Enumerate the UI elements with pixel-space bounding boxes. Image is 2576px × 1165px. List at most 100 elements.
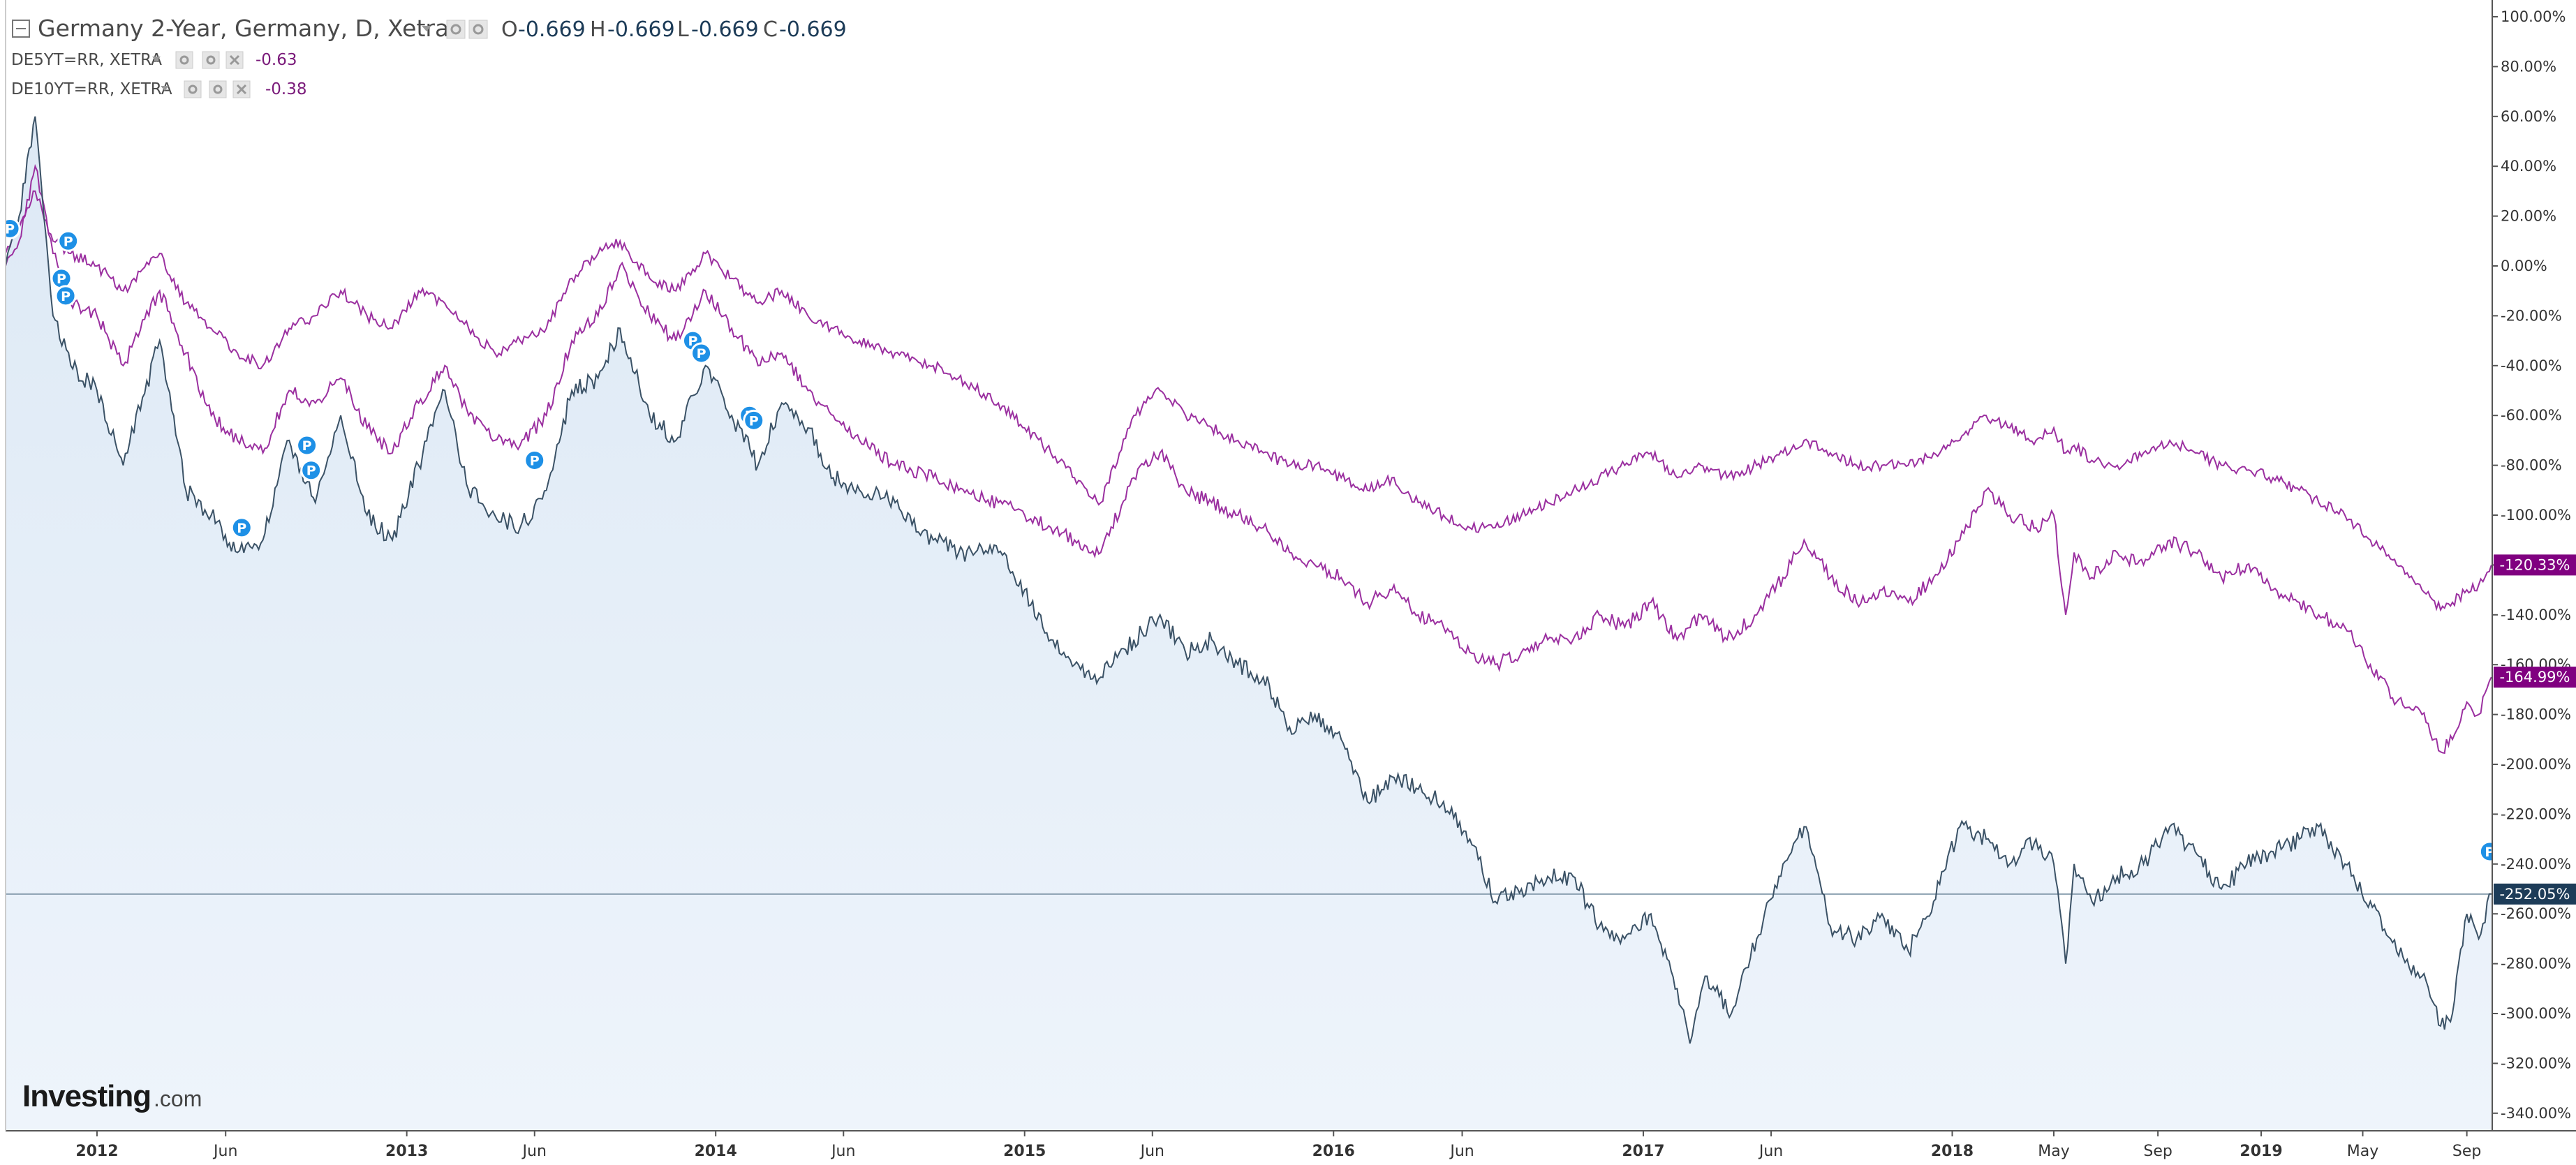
event-marker[interactable] <box>57 230 80 252</box>
y-tick-label: -280.00% <box>2501 956 2571 972</box>
collapse-legend-button[interactable] <box>12 20 30 38</box>
x-tick-label: Jun <box>521 1143 547 1160</box>
event-marker-label: P <box>64 234 73 249</box>
gear-icon <box>450 24 461 35</box>
y-tick-label: -20.00% <box>2501 307 2562 324</box>
main-series-dropdown-icon[interactable] <box>422 26 431 31</box>
y-tick-label: -340.00% <box>2501 1105 2571 1122</box>
close-icon <box>229 54 240 66</box>
eye-icon <box>206 55 216 65</box>
event-marker-label: P <box>237 521 246 536</box>
y-tick-label: -320.00% <box>2501 1055 2571 1071</box>
logo-name: Investing <box>22 1079 151 1113</box>
logo-suffix: .com <box>154 1086 202 1111</box>
y-tick-label: -300.00% <box>2501 1005 2571 1022</box>
y-tick-label: 40.00% <box>2501 158 2556 175</box>
badge-germany-2-year <box>2494 883 2576 905</box>
x-tick-label: Jun <box>1449 1143 1474 1160</box>
y-tick-label: -60.00% <box>2501 407 2562 424</box>
event-marker[interactable] <box>2478 840 2499 863</box>
event-marker-label: P <box>2485 845 2494 860</box>
eye-icon <box>213 84 223 94</box>
badge-germany-2-year-label: -252.05% <box>2499 886 2570 903</box>
series-line-germany-2-year <box>6 116 2492 1044</box>
x-tick-label: 2018 <box>1931 1143 1974 1160</box>
series-area-germany-2-year <box>6 116 2492 1131</box>
x-tick-label: Sep <box>2452 1143 2481 1160</box>
legend-de10yt: DE10YT=RR, XETRA -0.38 <box>11 80 307 98</box>
de5yt-hide-button[interactable] <box>202 51 220 69</box>
event-marker-label: P <box>5 221 15 237</box>
de10yt-hide-button[interactable] <box>209 80 227 98</box>
low-value: -0.669 <box>691 17 759 42</box>
x-tick-label: May <box>2347 1143 2378 1160</box>
x-tick-label: 2016 <box>1312 1143 1355 1160</box>
y-tick-label: -140.00% <box>2501 607 2571 623</box>
x-tick-label: 2019 <box>2240 1143 2282 1160</box>
x-tick-label: 2013 <box>385 1143 428 1160</box>
y-tick-label: 100.00% <box>2501 8 2566 25</box>
event-marker[interactable] <box>54 285 77 307</box>
low-key: L <box>677 17 689 42</box>
investing-logo: Investing .com <box>22 1079 202 1113</box>
de10yt-settings-button[interactable] <box>184 80 202 98</box>
y-tick-label: -220.00% <box>2501 806 2571 822</box>
series-line-de10yt <box>6 190 2492 612</box>
close-value: -0.669 <box>779 17 847 42</box>
x-axis-ticks: 2012 Jun 2013 Jun 2014 Jun 2015 Jun 2016 Jun 2017 J… <box>75 1131 2481 1160</box>
main-series-title: Germany 2-Year, Germany, D, Xetra <box>38 15 449 42</box>
markers-group: PPPPPPPPPPPPP <box>0 217 2499 863</box>
event-marker[interactable] <box>296 434 318 457</box>
event-marker-label: P <box>697 346 706 362</box>
open-key: O <box>501 17 518 42</box>
event-marker-label: P <box>306 463 316 479</box>
event-marker[interactable] <box>690 342 713 364</box>
de10yt-title: DE10YT=RR, XETRA <box>11 80 172 98</box>
y-tick-label: 20.00% <box>2501 208 2556 225</box>
event-marker-label: P <box>302 438 312 454</box>
event-marker[interactable] <box>743 409 765 431</box>
close-key: C <box>763 17 778 42</box>
event-marker-label: P <box>530 453 540 468</box>
main-series-settings-button[interactable] <box>446 20 466 39</box>
de5yt-dropdown-icon[interactable] <box>152 57 161 61</box>
close-icon <box>236 84 247 95</box>
x-tick-label: May <box>2038 1143 2069 1160</box>
y-tick-label: 80.00% <box>2501 58 2556 75</box>
high-key: H <box>590 17 606 42</box>
legend-main: Germany 2-Year, Germany, D, Xetra O -0.6… <box>12 15 847 42</box>
legend-de5yt: DE5YT=RR, XETRA -0.63 <box>11 51 297 69</box>
de5yt-settings-button[interactable] <box>175 51 193 69</box>
eye-icon <box>473 24 484 35</box>
de5yt-title: DE5YT=RR, XETRA <box>11 51 162 69</box>
x-tick-label: 2017 <box>1622 1143 1664 1160</box>
badge-de10yt <box>2494 554 2576 576</box>
y-tick-label: 60.00% <box>2501 108 2556 125</box>
gear-icon <box>188 84 198 94</box>
x-tick-label: 2015 <box>1003 1143 1046 1160</box>
y-tick-label: -240.00% <box>2501 856 2571 873</box>
x-tick-label: Jun <box>212 1143 237 1160</box>
x-tick-label: Jun <box>1758 1143 1783 1160</box>
series-line-de5yt <box>6 163 2492 755</box>
x-tick-label: Sep <box>2143 1143 2172 1160</box>
high-value: -0.669 <box>607 17 675 42</box>
event-marker[interactable] <box>0 217 21 239</box>
event-marker[interactable] <box>524 449 546 471</box>
y-tick-label: -260.00% <box>2501 905 2571 922</box>
main-series-hide-button[interactable] <box>468 20 488 39</box>
y-tick-label: -200.00% <box>2501 756 2571 773</box>
price-badges: -120.33% -164.99% -252.05% <box>2494 554 2576 905</box>
y-tick-label: -40.00% <box>2501 357 2562 374</box>
de10yt-value: -0.38 <box>265 80 307 98</box>
y-tick-label: -100.00% <box>2501 507 2571 524</box>
badge-de5yt-label: -164.99% <box>2499 669 2570 685</box>
x-tick-label: 2014 <box>695 1143 737 1160</box>
de10yt-dropdown-icon[interactable] <box>161 86 169 91</box>
event-marker-label: P <box>749 413 759 429</box>
event-marker[interactable] <box>300 459 323 482</box>
event-marker[interactable] <box>230 517 253 539</box>
x-tick-label: Jun <box>830 1143 855 1160</box>
badge-de5yt <box>2494 667 2576 688</box>
